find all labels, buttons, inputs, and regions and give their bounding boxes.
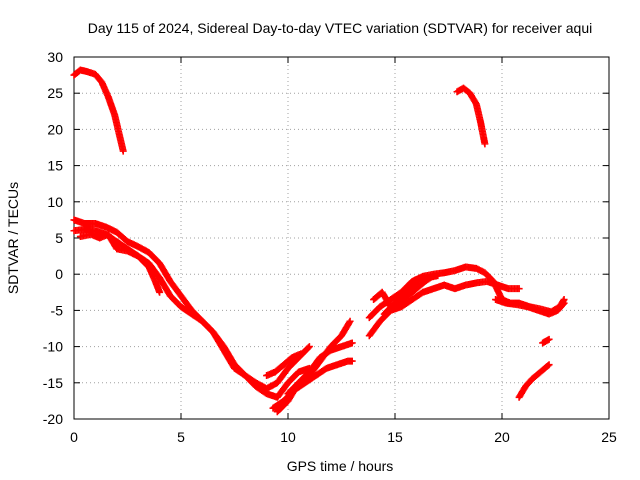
- series-arc-k: [380, 272, 442, 318]
- series-arc-early-high: [70, 66, 127, 155]
- series-arc-a: [70, 216, 313, 393]
- data-point: [481, 140, 489, 148]
- x-tick-label: 20: [494, 429, 510, 445]
- data-point: [304, 344, 312, 352]
- chart-title: Day 115 of 2024, Sidereal Day-to-day VTE…: [88, 20, 592, 36]
- y-tick-label: 0: [55, 266, 63, 282]
- series-arc-late-high: [453, 84, 489, 148]
- y-tick-label: 30: [47, 49, 63, 65]
- y-tick-label: -10: [43, 339, 63, 355]
- data-point: [346, 317, 354, 325]
- x-tick-label: 5: [177, 429, 185, 445]
- data-point: [156, 288, 164, 296]
- x-tick-label: 0: [70, 429, 78, 445]
- data-point: [545, 335, 553, 343]
- x-axis-label: GPS time / hours: [287, 458, 394, 474]
- data-point: [559, 300, 567, 308]
- y-tick-label: 25: [47, 85, 63, 101]
- data-point: [434, 272, 442, 280]
- data-point: [348, 357, 356, 365]
- y-tick-label: 5: [55, 230, 63, 246]
- data-point: [119, 147, 127, 155]
- data-point: [515, 285, 523, 293]
- y-tick-label: -15: [43, 375, 63, 391]
- data-point: [545, 361, 553, 369]
- data-point: [560, 299, 568, 307]
- series-arc-n: [539, 335, 553, 347]
- data-points: [70, 66, 568, 416]
- data-point: [305, 343, 313, 351]
- y-tick-label: 15: [47, 158, 63, 174]
- x-tick-label: 10: [280, 429, 296, 445]
- series-arc-c: [76, 230, 164, 296]
- y-tick-label: 10: [47, 194, 63, 210]
- series-arc-b: [70, 225, 313, 401]
- series-arc-d: [263, 350, 305, 380]
- y-axis-label: SDTVAR / TECUs: [5, 182, 21, 294]
- x-tick-label: 25: [601, 429, 617, 445]
- grid: [74, 57, 609, 419]
- series-arc-m: [515, 361, 553, 401]
- data-point: [348, 339, 356, 347]
- y-tick-label: -5: [51, 302, 64, 318]
- x-tick-label: 15: [387, 429, 403, 445]
- axis-ticks: 0 5 10 15 20 25 -20 -15 -10 -5 0 5 10 15 20 25 30: [43, 49, 617, 445]
- data-point: [544, 362, 552, 370]
- y-tick-label: -20: [43, 411, 63, 427]
- data-point: [297, 350, 305, 358]
- y-tick-label: 20: [47, 121, 63, 137]
- series-arc-l: [492, 296, 568, 318]
- series-arc-g: [284, 317, 354, 398]
